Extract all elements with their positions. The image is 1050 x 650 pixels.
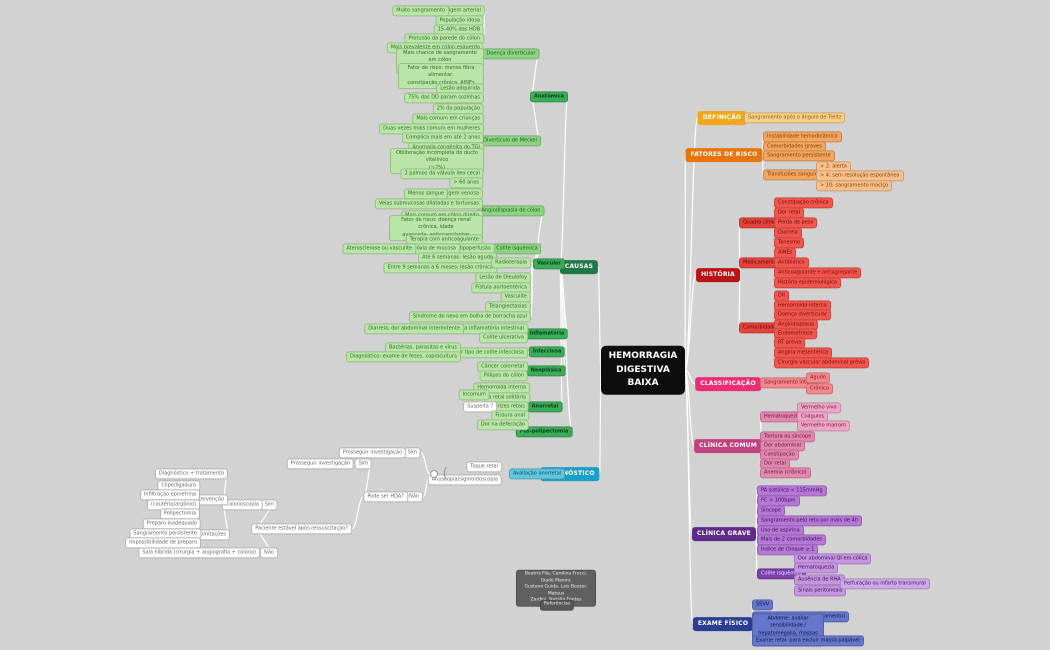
cg-colite[interactable]: Colite isquêmica [757, 568, 807, 580]
brace[interactable]: ( [442, 466, 448, 482]
mk-palmos[interactable]: 2 palmos da válvula íleo cecal [400, 168, 484, 180]
clinica-comum[interactable]: CLÍNICA COMUM [694, 439, 762, 453]
cc-h3[interactable]: Vermelho marrom [797, 420, 851, 432]
cat-vascular[interactable]: Vascular [532, 258, 566, 270]
fr-sangramento[interactable]: Sangramento persistente [763, 150, 835, 162]
d-nao2[interactable]: Não [260, 547, 278, 559]
central[interactable]: HEMORRAGIA DIGESTIVA BAIXA [601, 345, 685, 395]
circle-node[interactable] [430, 470, 438, 478]
cg-reto4h[interactable]: Sangramento pelo reto por mais de 4h [757, 515, 862, 527]
dd[interactable]: Doença diverticular [482, 48, 540, 60]
cg-ci3[interactable]: Ausência de RHA [794, 574, 845, 586]
cat-infecciosa[interactable]: Infecciosa [528, 346, 566, 358]
cg-ci4[interactable]: Sinais peritoneais [794, 585, 847, 597]
ar-incomum[interactable]: Incomum [458, 389, 490, 401]
exame-fisico[interactable]: EXAME FÍSICO [692, 617, 754, 631]
cl-cronico[interactable]: Crônico [806, 383, 833, 395]
sala-hibrida[interactable]: Sala híbrida (cirurgia + angiografia + c… [138, 547, 260, 559]
meckel[interactable]: Divertículo de Meckel [479, 135, 541, 147]
historia[interactable]: HISTÓRIA [696, 268, 740, 282]
cat-anorretal[interactable]: Anorretal [527, 401, 563, 413]
lim-impossibilidade[interactable]: Impossibilidade de preparo [125, 537, 201, 549]
cg-perfuracao[interactable]: Perfuração ou infarto transmural [840, 578, 930, 590]
colite-isq[interactable]: Colite isquêmica [492, 243, 542, 255]
radioterapia[interactable]: Radioterapia [491, 257, 531, 269]
cc-anemia[interactable]: Anemia (crônico) [760, 467, 811, 479]
def-treitz[interactable]: Sangramento após o ângulo de Treitz [744, 112, 846, 124]
ef-ssvv[interactable]: SSVV [752, 599, 774, 611]
d-estavel[interactable]: Paciente estável após ressuscitação? [251, 523, 352, 535]
cat-neoplasica[interactable]: Neoplásica [526, 365, 566, 377]
d-hda[interactable]: Pode ser HDA? [363, 491, 408, 503]
anuscopia[interactable]: Anuscopia/sigmoidoscopia [427, 474, 502, 486]
fr-t10[interactable]: > 10: sangramento maciço [816, 180, 893, 192]
h-m4[interactable]: História epidemiológica [774, 277, 841, 289]
ci-cronica[interactable]: Entre 9 semanas a 6 meses: lesão crônica [383, 262, 497, 274]
polipos[interactable]: Pólipos do cólon [479, 370, 528, 382]
cg-ci2[interactable]: Hematoquezia [794, 562, 839, 574]
ci-aterosclerose[interactable]: Aterosclerose ou vasculite [342, 243, 416, 255]
d-sim3[interactable]: Sim [260, 499, 278, 511]
ef-exame-retal[interactable]: Exame retal: para excluir massa palpável [752, 635, 864, 647]
d-prosseguir2[interactable]: Prosseguir investigação [286, 458, 354, 470]
ar-suspeita[interactable]: Suspeita ? [463, 401, 497, 413]
cat-anatomica[interactable]: Anatômica [530, 91, 568, 103]
dd-muito-sangramento[interactable]: Muito sangramento [392, 5, 449, 17]
clinica-grave[interactable]: CLÍNICA GRAVE [692, 527, 756, 541]
col-diag-trat[interactable]: Diagnóstico + tratamento [154, 468, 228, 480]
colite-ulcerativa[interactable]: Colite ulcerativa [479, 332, 528, 344]
dd-param[interactable]: 75% das DD param sozinhas [404, 92, 484, 104]
d-sim2[interactable]: Sim [354, 458, 372, 470]
an-veias[interactable]: Veias submucosas dilatadas e tortuosas [374, 198, 483, 210]
an-60[interactable]: > 60 anos [449, 177, 483, 189]
nevo-azul[interactable]: Síndrome do nevo em bolha de borracha az… [408, 311, 531, 323]
ar-dor[interactable]: Dor na defecação [476, 419, 529, 431]
cl-agudo[interactable]: Agudo [806, 372, 830, 384]
fatores-de-risco[interactable]: FATORES DE RISCO [685, 148, 763, 162]
d-sim1[interactable]: Sim [403, 447, 421, 459]
cg-choque[interactable]: Índice de choque ≥ 1 [757, 544, 819, 556]
inf-diagnostico[interactable]: Diagnóstico: exame de fezes, coprocultur… [346, 351, 461, 363]
referencias[interactable]: Referências [539, 599, 575, 611]
cat-pos-polipectomia[interactable]: Pós-polipectomia [515, 426, 573, 438]
cat-inflamatoria[interactable]: Inflamatória [525, 328, 569, 340]
aval-anorretal[interactable]: Avaliação anorretal [509, 468, 566, 480]
classificacao[interactable]: CLASSIFICAÇÃO [695, 377, 761, 391]
angio[interactable]: Angiodisplasia de cólon [477, 205, 545, 217]
definicao[interactable]: DEFINIÇÃO [697, 111, 747, 125]
d-prosseguir1[interactable]: Prosseguir investigação [338, 447, 406, 459]
h-c8[interactable]: Cirurgia vascular abdominal prévia [774, 357, 870, 369]
causas[interactable]: CAUSAS [559, 260, 599, 274]
toque-retal[interactable]: Toque retal [466, 461, 502, 473]
dii-diarreia[interactable]: Diarreia, dor abdominal intermitente [364, 323, 464, 335]
